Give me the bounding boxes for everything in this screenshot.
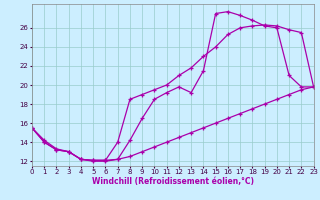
X-axis label: Windchill (Refroidissement éolien,°C): Windchill (Refroidissement éolien,°C) <box>92 177 254 186</box>
